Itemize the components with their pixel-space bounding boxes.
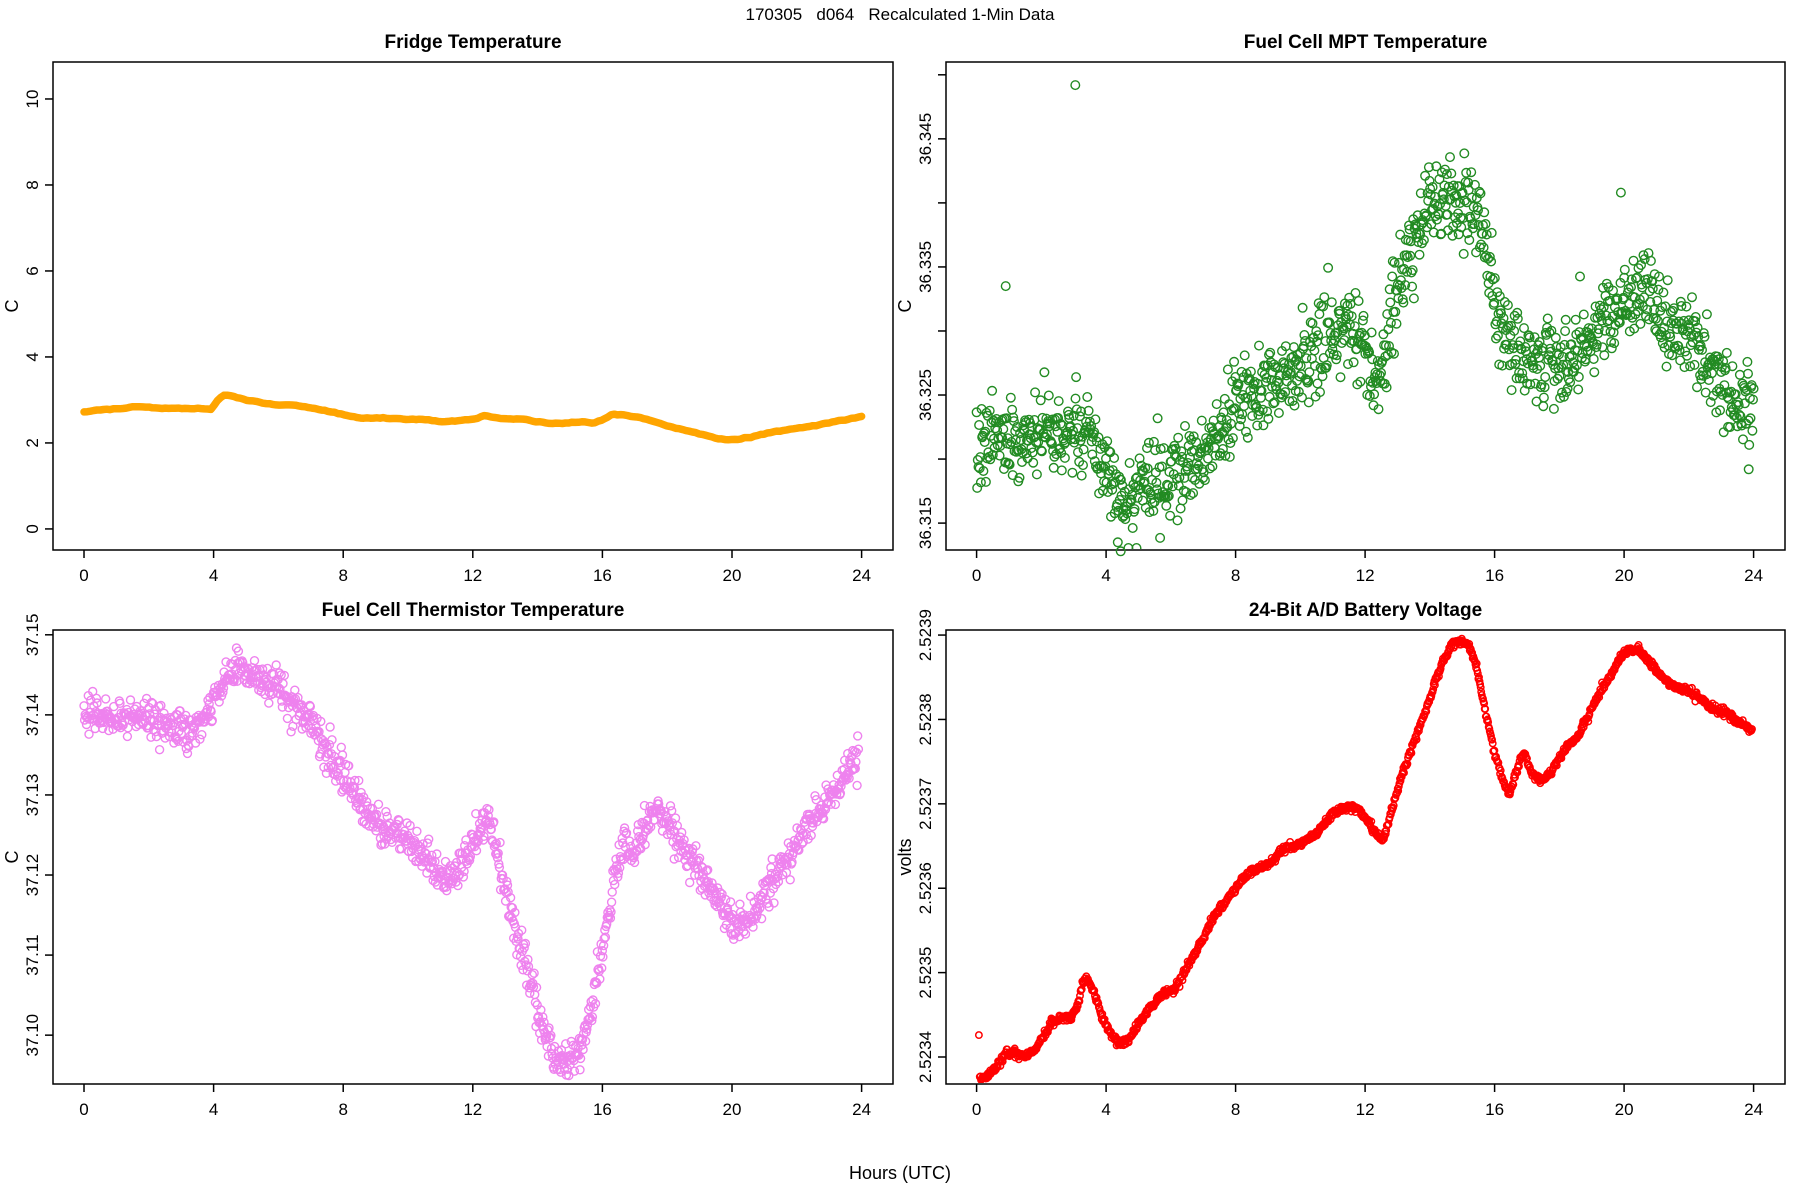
x-tick-label: 20 (723, 566, 742, 585)
x-tick-label: 12 (1356, 566, 1375, 585)
y-tick-label: 2.5237 (916, 778, 935, 830)
x-axis-label: Hours (UTC) (849, 1163, 951, 1183)
plot-border (52, 61, 894, 551)
outlier-point (1743, 464, 1754, 475)
y-tick-label: 0 (23, 524, 42, 533)
x-axis-ticks: 0 4 8 12 16 20 24 (972, 1084, 1763, 1119)
y-axis-title: C (2, 300, 22, 313)
x-tick-label: 0 (79, 1100, 88, 1119)
y-tick-label: 37.11 (23, 934, 42, 975)
y-tick-label: 36.335 (916, 241, 935, 293)
y-tick-label: 37.14 (23, 694, 42, 737)
series-points (79, 643, 864, 1081)
x-tick-label: 0 (972, 1100, 981, 1119)
x-tick-label: 24 (852, 566, 871, 585)
x-tick-label: 24 (1744, 566, 1763, 585)
panel-title: Fuel Cell MPT Temperature (1244, 32, 1488, 53)
panel-title: Fuel Cell Thermistor Temperature (322, 600, 625, 621)
x-tick-label: 24 (1744, 1100, 1763, 1119)
y-axis-ticks: 0 2 4 6 8 10 (23, 90, 53, 534)
x-tick-label: 0 (972, 566, 981, 585)
x-axis-ticks: 0 4 8 12 16 20 24 (79, 550, 871, 585)
x-tick-label: 16 (1485, 566, 1504, 585)
x-tick-label: 12 (463, 1100, 482, 1119)
x-tick-label: 24 (852, 1100, 871, 1119)
y-tick-label: 36.345 (916, 113, 935, 165)
y-axis-ticks: 2.5234 2.5235 2.5236 2.5237 2.5238 2.5239 (916, 609, 946, 1083)
y-axis-title: C (895, 300, 915, 313)
y-tick-label: 2.5236 (916, 862, 935, 914)
outlier-point (1000, 281, 1011, 292)
x-tick-label: 12 (1356, 1100, 1375, 1119)
outlier-point (1115, 546, 1126, 557)
y-tick-label: 4 (23, 352, 42, 361)
y-tick-label: 10 (23, 90, 42, 109)
y-tick-label: 2.5238 (916, 693, 935, 745)
x-tick-label: 0 (79, 566, 88, 585)
y-tick-label: 2 (23, 438, 42, 447)
main-title: 170305 d064 Recalculated 1-Min Data (745, 5, 1055, 24)
y-tick-label: 37.15 (23, 614, 42, 657)
outlier-point (1070, 80, 1081, 91)
x-tick-label: 8 (338, 1100, 347, 1119)
y-tick-label: 8 (23, 180, 42, 189)
y-tick-label: 2.5239 (916, 609, 935, 661)
y-tick-label: 37.13 (23, 774, 42, 817)
x-tick-label: 4 (1101, 1100, 1110, 1119)
outlier-point (1615, 187, 1626, 198)
x-tick-label: 20 (1615, 566, 1634, 585)
x-tick-label: 20 (723, 1100, 742, 1119)
x-tick-label: 8 (338, 566, 347, 585)
y-axis-title: volts (895, 838, 915, 875)
x-tick-label: 16 (593, 1100, 612, 1119)
x-tick-label: 4 (209, 1100, 218, 1119)
panel-title: 24-Bit A/D Battery Voltage (1249, 600, 1482, 621)
y-tick-label: 37.12 (23, 854, 42, 897)
panel-fuel-cell-mpt-temperature: Fuel Cell MPT Temperature C 0 4 8 12 16 20 24 36.… (895, 32, 1786, 585)
x-tick-label: 4 (1101, 566, 1110, 585)
x-axis-ticks: 0 4 8 12 16 20 24 (972, 550, 1763, 585)
x-tick-label: 20 (1615, 1100, 1634, 1119)
y-axis-ticks: 36.315 36.325 36.335 36.345 (916, 74, 946, 549)
y-tick-label: 2.5235 (916, 947, 935, 999)
x-tick-label: 12 (463, 566, 482, 585)
y-tick-label: 37.10 (23, 1014, 42, 1057)
y-tick-label: 6 (23, 266, 42, 275)
x-tick-label: 8 (1231, 1100, 1240, 1119)
outlier-point (974, 1031, 983, 1040)
x-axis-ticks: 0 4 8 12 16 20 24 (79, 1084, 871, 1119)
x-tick-label: 8 (1231, 566, 1240, 585)
x-tick-label: 16 (1485, 1100, 1504, 1119)
y-axis-title: C (2, 851, 22, 864)
y-tick-label: 36.325 (916, 369, 935, 421)
series-points (975, 634, 1756, 1083)
x-tick-label: 16 (593, 566, 612, 585)
x-tick-label: 4 (209, 566, 218, 585)
panel-battery-voltage: 24-Bit A/D Battery Voltage volts 0 4 8 12 16 20… (895, 600, 1786, 1119)
y-axis-ticks: 37.10 37.11 37.12 37.13 37.14 37.15 (23, 614, 53, 1057)
series-points (80, 391, 866, 444)
y-tick-label: 36.315 (916, 497, 935, 549)
panel-fuel-cell-thermistor-temperature: Fuel Cell Thermistor Temperature C 0 4 8 12 16… (2, 600, 894, 1119)
panel-title: Fridge Temperature (384, 32, 561, 53)
series-points (971, 148, 1759, 549)
y-tick-label: 2.5234 (916, 1031, 935, 1083)
